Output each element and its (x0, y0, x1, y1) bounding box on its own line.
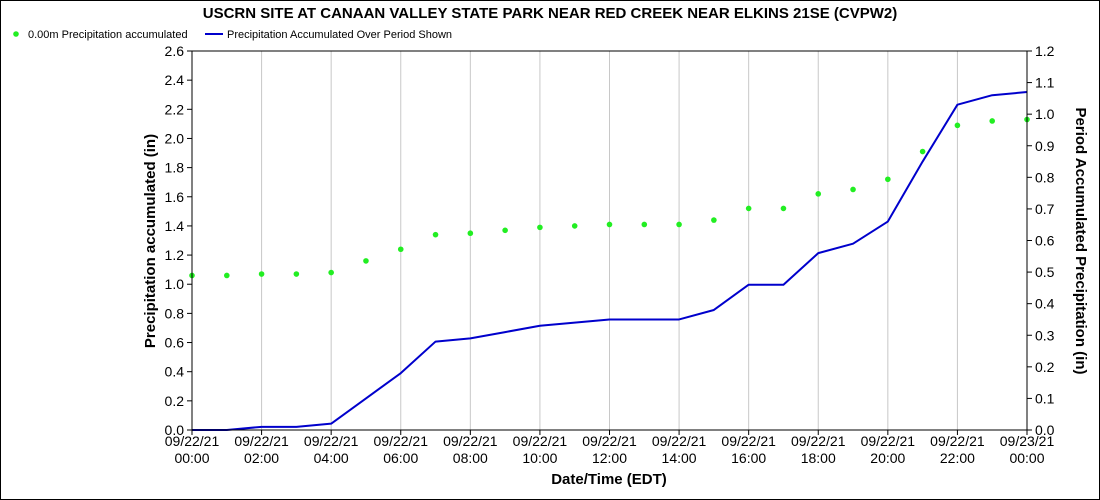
left-tick-label: 0.0 (165, 422, 185, 438)
left-tick-label: 1.8 (165, 160, 185, 176)
right-tick-label: 0.6 (1035, 233, 1055, 249)
right-tick-label: 0.0 (1035, 422, 1055, 438)
data-point (989, 118, 996, 124)
data-point (780, 205, 787, 212)
x-tick-date: 09/22/21 (165, 433, 220, 449)
x-tick-date: 09/22/21 (582, 433, 637, 449)
x-tick-time: 06:00 (383, 450, 418, 466)
x-tick-date: 09/22/21 (930, 433, 985, 449)
data-point (223, 272, 230, 279)
x-tick-time: 02:00 (244, 450, 279, 466)
x-tick-date: 09/22/21 (513, 433, 568, 449)
left-tick-label: 1.4 (165, 218, 185, 234)
data-point (885, 176, 891, 183)
series-line (192, 91, 1028, 431)
left-tick-label: 1.6 (165, 189, 185, 205)
data-point (606, 221, 613, 228)
right-tick-label: 0.4 (1035, 296, 1055, 312)
data-point (363, 258, 369, 264)
right-axis-ticks: 0.0 0.1 0.2 0.3 0.4 0.5 0.6 0.7 0.8 0.9 1.0 1.1 1.2 (1027, 43, 1055, 438)
right-tick-label: 0.5 (1035, 264, 1055, 280)
left-tick-label: 2.6 (165, 43, 185, 59)
right-tick-label: 0.9 (1035, 138, 1055, 154)
data-point (815, 191, 822, 197)
left-tick-label: 0.4 (165, 364, 185, 380)
right-tick-label: 0.8 (1035, 169, 1055, 185)
left-tick-label: 2.4 (165, 72, 185, 88)
data-point (258, 271, 265, 277)
left-tick-label: 2.0 (165, 130, 185, 146)
grid (191, 51, 1028, 430)
x-tick-date: 09/22/21 (374, 433, 429, 449)
y-axis-label-right: Period Accumulated Precipitation (in) (1072, 108, 1089, 375)
x-tick-date: 09/22/21 (304, 433, 359, 449)
x-tick-time: 00:00 (174, 450, 209, 466)
left-axis-ticks: 0.0 0.2 0.4 0.6 0.8 1.0 1.2 1.4 1.6 1.8 2.0 2.2 2.4 2… (165, 43, 192, 438)
x-tick-time: 22:00 (940, 450, 975, 466)
data-point (676, 221, 682, 228)
x-tick-date: 09/22/21 (443, 433, 498, 449)
x-tick-time: 14:00 (662, 450, 697, 466)
right-tick-label: 1.0 (1035, 106, 1055, 122)
right-tick-label: 1.2 (1035, 43, 1055, 59)
x-tick-time: 00:00 (1009, 450, 1044, 466)
x-tick-date: 09/22/21 (721, 433, 776, 449)
x-tick-time: 04:00 (314, 450, 349, 466)
x-tick-time: 20:00 (870, 450, 905, 466)
x-axis-label: Date/Time (EDT) (551, 471, 667, 488)
right-tick-label: 0.3 (1035, 327, 1055, 343)
left-tick-label: 1.0 (165, 276, 185, 292)
left-tick-label: 0.8 (165, 305, 185, 321)
x-tick-date: 09/22/21 (791, 433, 846, 449)
data-point (397, 246, 404, 253)
data-point (745, 205, 752, 212)
data-point (919, 148, 926, 155)
data-point (571, 223, 578, 229)
data-point (432, 231, 439, 238)
x-tick-time: 08:00 (453, 450, 488, 466)
data-point (954, 122, 961, 129)
legend: 0.00m Precipitation accumulated Precipit… (13, 29, 452, 41)
data-point (467, 230, 474, 237)
chart-title: USCRN SITE AT CANAAN VALLEY STATE PARK N… (203, 5, 898, 22)
data-point (328, 269, 334, 276)
left-tick-label: 1.2 (165, 247, 185, 263)
data-point (850, 186, 856, 193)
left-tick-label: 0.6 (165, 335, 185, 351)
right-tick-label: 0.1 (1035, 390, 1055, 406)
right-tick-label: 0.2 (1035, 359, 1055, 375)
data-point (641, 221, 648, 228)
left-tick-label: 0.2 (165, 393, 185, 409)
legend-label-accumulated: 0.00m Precipitation accumulated (28, 29, 188, 41)
x-tick-time: 16:00 (731, 450, 766, 466)
data-point (502, 227, 508, 234)
x-axis-ticks: 09/22/2100:0009/22/2102:0009/22/2104:000… (165, 430, 1055, 466)
right-tick-label: 1.1 (1035, 75, 1055, 91)
data-point (537, 224, 543, 231)
x-tick-date: 09/22/21 (234, 433, 289, 449)
x-tick-date: 09/22/21 (861, 433, 916, 449)
x-tick-time: 18:00 (801, 450, 836, 466)
y-axis-label-left: Precipitation accumulated (in) (142, 134, 159, 348)
data-point (293, 271, 300, 277)
x-tick-time: 12:00 (592, 450, 627, 466)
x-tick-date: 09/23/21 (1000, 433, 1055, 449)
series-line-period (192, 91, 1028, 431)
x-tick-date: 09/22/21 (652, 433, 707, 449)
legend-marker-accumulated (13, 31, 19, 37)
series-points-accumulated (189, 116, 1030, 279)
left-tick-label: 2.2 (165, 101, 185, 117)
right-tick-label: 0.7 (1035, 201, 1055, 217)
x-tick-time: 10:00 (522, 450, 557, 466)
data-point (711, 217, 717, 223)
legend-label-period: Precipitation Accumulated Over Period Sh… (227, 29, 452, 41)
